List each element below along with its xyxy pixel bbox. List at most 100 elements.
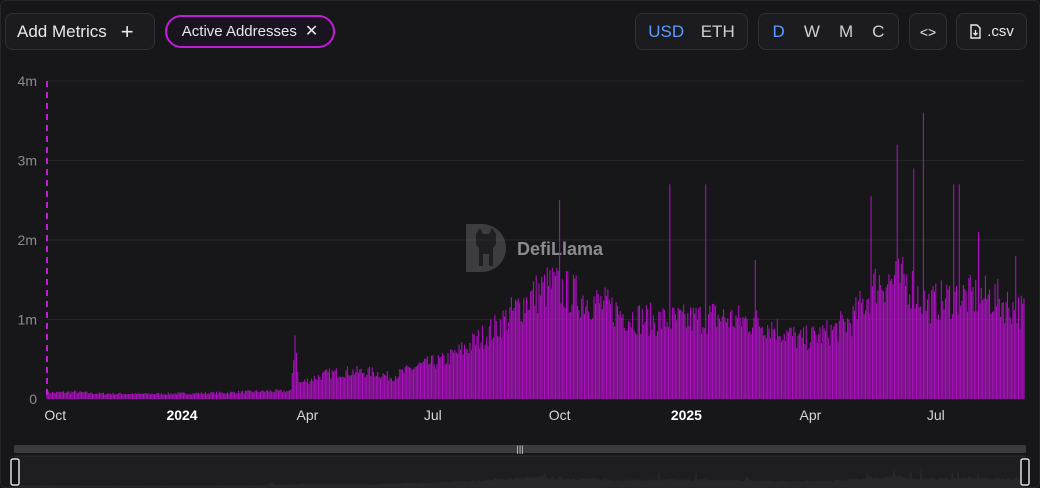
bar: [626, 330, 628, 399]
bar: [497, 335, 499, 399]
bar: [838, 320, 840, 399]
x-tick-label: 2024: [166, 407, 197, 423]
bar: [193, 393, 195, 399]
bar: [594, 303, 596, 399]
bar: [295, 352, 297, 399]
bar: [392, 381, 394, 399]
bar: [100, 393, 102, 399]
slider-grip-icon[interactable]: |||: [516, 444, 523, 454]
bar: [589, 319, 591, 399]
bar: [503, 316, 506, 399]
bar: [133, 394, 135, 399]
bar: [650, 302, 652, 399]
bar: [712, 303, 714, 399]
bar: [56, 391, 58, 399]
bar: [243, 393, 245, 399]
currency-option-usd[interactable]: USD: [648, 21, 685, 41]
bar: [603, 300, 605, 399]
embed-button[interactable]: <>: [909, 13, 947, 50]
bar: [1000, 316, 1002, 399]
bar: [486, 336, 488, 399]
bar: [487, 346, 489, 399]
bar: [452, 352, 455, 399]
code-icon: <>: [919, 23, 937, 40]
bar: [346, 366, 348, 399]
bar: [312, 381, 314, 399]
slider-track[interactable]: [14, 445, 1026, 453]
slider-handle-left[interactable]: [10, 458, 20, 486]
bar: [590, 319, 592, 399]
watermark: DefiLlama: [466, 224, 604, 272]
bar: [978, 232, 980, 399]
interval-option-c[interactable]: C: [872, 21, 885, 41]
bar: [699, 306, 701, 399]
bar: [678, 309, 681, 399]
bar: [492, 337, 494, 399]
bar: [309, 381, 311, 399]
slider-handle-right[interactable]: [1020, 458, 1030, 486]
bar: [517, 298, 519, 399]
bar: [182, 392, 184, 399]
bar: [441, 352, 443, 399]
bar: [739, 317, 741, 399]
bar: [665, 326, 667, 399]
bar: [865, 310, 867, 399]
bar: [1005, 302, 1007, 399]
add-metrics-button[interactable]: Add Metrics +: [5, 13, 155, 50]
currency-option-eth[interactable]: ETH: [700, 21, 735, 41]
close-icon[interactable]: ✕: [304, 22, 319, 40]
bar: [90, 392, 92, 399]
bar: [433, 364, 435, 399]
bar: [515, 299, 517, 399]
bar: [116, 394, 118, 399]
bar: [174, 393, 176, 399]
bar: [331, 370, 333, 399]
bar: [541, 276, 543, 399]
bar: [971, 291, 973, 399]
bar: [791, 336, 794, 399]
bar: [645, 305, 647, 399]
bar: [836, 322, 838, 399]
bar: [684, 313, 686, 399]
bar: [763, 335, 765, 399]
bar: [568, 312, 570, 399]
range-slider[interactable]: |||: [10, 444, 1030, 488]
bar: [1013, 310, 1015, 399]
bar: [521, 322, 523, 399]
bar: [553, 272, 555, 399]
bar: [1008, 307, 1010, 399]
bar: [418, 362, 420, 399]
bar: [334, 370, 336, 399]
x-tick-label: 2025: [671, 407, 702, 423]
bar: [505, 309, 507, 399]
bar: [428, 364, 430, 399]
bar: [459, 349, 461, 399]
bar: [936, 319, 938, 399]
x-axis-labels: Oct 2024 Apr Jul Oct 2025 Apr Jul: [44, 407, 944, 423]
bar: [776, 318, 778, 399]
bar: [837, 341, 839, 399]
y-tick-label: 3m: [18, 153, 37, 169]
bar: [206, 394, 208, 399]
x-tick-label: Oct: [549, 407, 571, 423]
bar: [640, 333, 642, 399]
bar: [995, 306, 997, 399]
bar: [663, 309, 665, 399]
bar: [632, 312, 634, 399]
bar: [69, 393, 71, 399]
interval-option-d[interactable]: D: [772, 21, 785, 41]
bar: [577, 305, 579, 399]
bar: [860, 302, 862, 399]
bar: [187, 394, 189, 399]
bar: [261, 389, 263, 399]
interval-option-w[interactable]: W: [803, 21, 820, 41]
bar: [534, 305, 536, 399]
download-csv-button[interactable]: .csv: [956, 13, 1027, 50]
bar: [729, 311, 731, 399]
bar: [563, 306, 565, 399]
interval-option-m[interactable]: M: [838, 21, 854, 41]
bar: [353, 374, 355, 399]
metric-chip-active-addresses[interactable]: Active Addresses ✕: [165, 15, 335, 48]
bar: [980, 288, 982, 399]
bar: [97, 393, 99, 399]
